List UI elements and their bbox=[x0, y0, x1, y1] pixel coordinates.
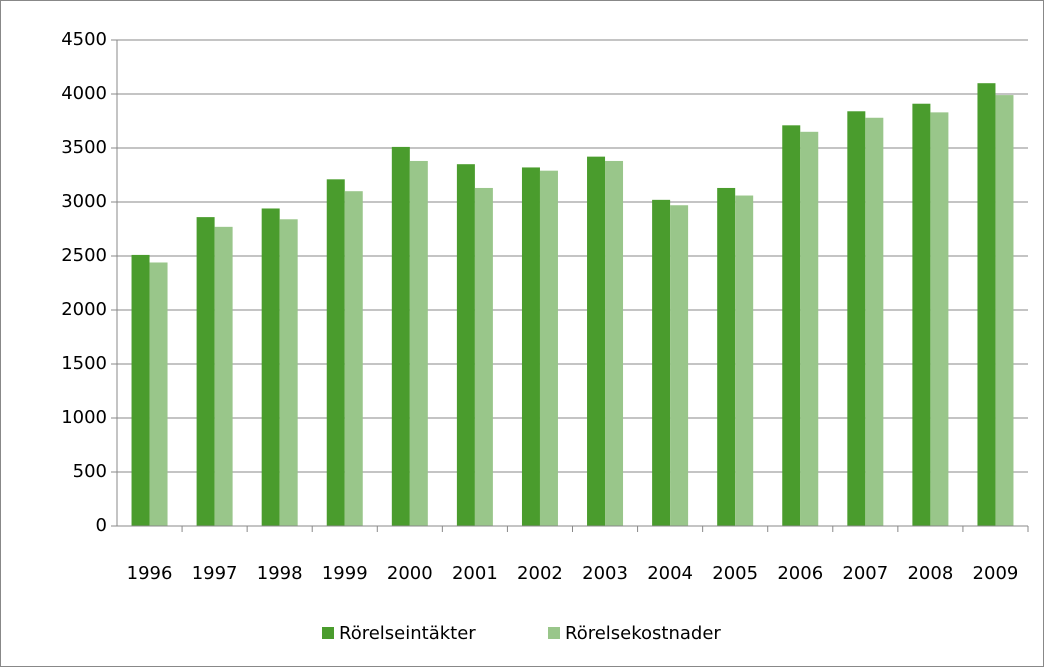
x-tick-label: 2000 bbox=[387, 563, 433, 584]
bar bbox=[995, 95, 1014, 526]
x-tick-label: 1997 bbox=[192, 563, 238, 584]
y-tick-label: 2500 bbox=[61, 245, 107, 266]
x-tick-label: 2006 bbox=[777, 563, 823, 584]
bar bbox=[735, 195, 754, 526]
bar bbox=[652, 199, 671, 526]
bar bbox=[279, 219, 298, 526]
bar bbox=[717, 187, 736, 526]
bar bbox=[214, 226, 233, 526]
x-tick-label: 2007 bbox=[842, 563, 888, 584]
y-tick-label: 3500 bbox=[61, 137, 107, 158]
y-tick-label: 2000 bbox=[61, 299, 107, 320]
bar bbox=[261, 208, 280, 527]
bar bbox=[847, 111, 866, 526]
x-tick-label: 1996 bbox=[127, 563, 173, 584]
y-tick-label: 3000 bbox=[61, 191, 107, 212]
y-tick-label: 4000 bbox=[61, 83, 107, 104]
y-tick-label: 500 bbox=[73, 461, 107, 482]
x-tick-label: 2001 bbox=[452, 563, 498, 584]
bar bbox=[782, 125, 801, 526]
bar bbox=[474, 187, 493, 526]
y-tick-label: 0 bbox=[96, 515, 107, 536]
legend-swatch bbox=[322, 627, 334, 639]
bar bbox=[587, 156, 606, 526]
bar bbox=[800, 131, 819, 527]
bar bbox=[409, 160, 428, 526]
x-tick-label: 2008 bbox=[907, 563, 953, 584]
bar bbox=[326, 179, 345, 526]
x-tick-label: 2005 bbox=[712, 563, 758, 584]
bar bbox=[977, 83, 996, 526]
bar bbox=[149, 262, 168, 526]
x-tick-label: 1999 bbox=[322, 563, 368, 584]
y-tick-label: 1000 bbox=[61, 407, 107, 428]
bar bbox=[539, 170, 558, 526]
x-tick-label: 2004 bbox=[647, 563, 693, 584]
bar bbox=[344, 191, 363, 526]
legend-label: Rörelseintäkter bbox=[339, 623, 476, 644]
bar bbox=[865, 117, 884, 526]
bar bbox=[912, 103, 931, 526]
bar bbox=[131, 254, 150, 527]
x-tick-label: 2003 bbox=[582, 563, 628, 584]
legend-swatch bbox=[548, 627, 560, 639]
bar bbox=[670, 205, 689, 527]
y-tick-label: 4500 bbox=[61, 29, 107, 50]
x-tick-label: 1998 bbox=[257, 563, 303, 584]
bar bbox=[456, 164, 475, 526]
y-tick-label: 1500 bbox=[61, 353, 107, 374]
legend-label: Rörelsekostnader bbox=[565, 623, 721, 644]
bar bbox=[196, 217, 215, 526]
x-tick-label: 2002 bbox=[517, 563, 563, 584]
bar bbox=[521, 167, 540, 526]
bar bbox=[930, 112, 949, 527]
x-tick-label: 2009 bbox=[973, 563, 1019, 584]
bar bbox=[391, 146, 410, 527]
bar bbox=[605, 160, 624, 526]
